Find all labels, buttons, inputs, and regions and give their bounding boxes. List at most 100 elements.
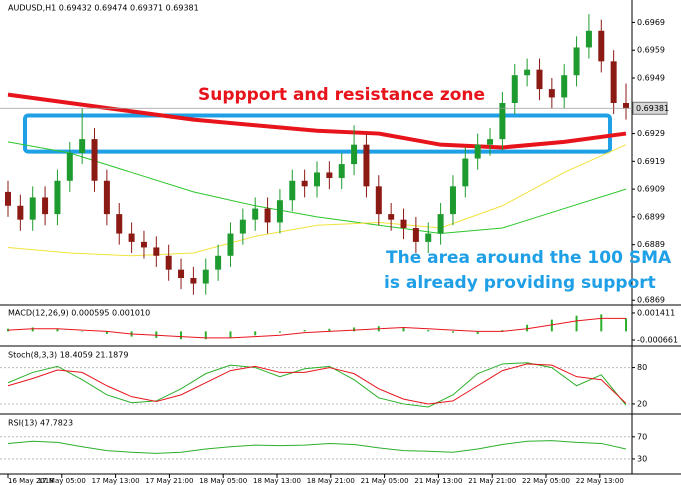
candle-body [511, 75, 518, 103]
y-tick-label: 0.001411 [637, 308, 675, 317]
y-tick-label: 0.6869 [637, 296, 665, 305]
candle-body [116, 214, 123, 234]
macd-bar [278, 331, 281, 333]
candle-body [264, 208, 271, 223]
candle-body [79, 139, 86, 153]
x-tick-label: 21 May 05:00 [361, 477, 409, 485]
candle-body [623, 103, 629, 109]
indicator-line [7, 440, 627, 454]
y-tick-label: 70 [637, 432, 647, 441]
candle-body [487, 139, 494, 145]
candle-body [276, 200, 283, 223]
y-tick-label: 0.6969 [637, 18, 665, 27]
candle-body [5, 191, 11, 206]
candle-body [375, 186, 382, 215]
candle-body [412, 228, 419, 242]
last-price-label: 0.69381 [636, 104, 669, 113]
candle-body [29, 197, 36, 220]
macd-bar [451, 331, 454, 333]
annotation: The area around the 100 SMA [386, 248, 672, 268]
candle-body [153, 247, 160, 256]
y-tick-label: 0.6889 [637, 240, 665, 249]
macd-bar [353, 327, 356, 332]
candle-body [598, 30, 605, 62]
y-tick-label: 0.6929 [637, 129, 665, 138]
y-tick-label: -0.000661 [637, 336, 678, 345]
x-tick-label: 17 May 21:00 [145, 477, 193, 485]
macd-bar [81, 331, 84, 332]
candle-body [585, 30, 592, 48]
macd-bar [303, 330, 306, 332]
macd-bar [402, 327, 405, 332]
signal-line [7, 317, 626, 339]
y-tick-label: 0.6949 [637, 74, 665, 83]
x-tick-label: 21 May 21:00 [468, 477, 516, 485]
annotation: is already providing support [384, 273, 656, 293]
y-tick-label: 0.6909 [637, 185, 665, 194]
candle-body [252, 208, 259, 220]
candle-body [178, 269, 185, 278]
candle-body [66, 153, 73, 181]
candle-body [301, 180, 308, 187]
candle-body [17, 205, 24, 220]
candle-body [140, 241, 147, 248]
macd-bar [56, 328, 59, 332]
candle-body [326, 172, 333, 178]
candle-body [190, 278, 197, 284]
candle-body [215, 255, 222, 270]
candle-body [165, 255, 172, 270]
candle-body [462, 158, 469, 187]
macd-bar [155, 331, 158, 338]
candle-body [239, 219, 246, 234]
candle-body [128, 233, 135, 242]
candle-body [103, 180, 110, 215]
candle-body [536, 69, 543, 90]
y-tick-label: 80 [637, 363, 647, 372]
macd-bar [526, 324, 529, 332]
y-tick-label: 30 [637, 454, 647, 463]
y-tick-label: 20 [637, 399, 647, 408]
x-tick-label: 16 May 2018 [8, 477, 54, 485]
x-tick-label: 18 May 05:00 [199, 477, 247, 485]
macd-bar [229, 331, 232, 338]
candle-body [388, 214, 395, 220]
macd-bar [254, 331, 257, 336]
macd-bar [600, 314, 603, 332]
panel-title: MACD(12,26,9) 0.000595 0.001010 [8, 309, 150, 318]
y-tick-label: 0.6959 [637, 46, 665, 55]
moving-average [7, 144, 627, 257]
x-tick-label: 21 May 13:00 [414, 477, 462, 485]
panel-title: RSI(13) 47.7823 [8, 419, 73, 428]
candle-body [363, 144, 370, 187]
candle-body [351, 144, 358, 165]
x-tick-label: 17 May 05:00 [38, 477, 86, 485]
macd-bar [501, 330, 504, 332]
panel-title: AUDUSD,H1 0.69432 0.69474 0.69371 0.6938… [8, 4, 199, 13]
candle-body [202, 269, 209, 284]
macd-bar [625, 318, 627, 332]
candle-body [573, 47, 580, 76]
candle-body [289, 180, 296, 201]
macd-bar [105, 331, 108, 334]
candle-body [338, 164, 345, 178]
candle-body [561, 75, 568, 98]
candle-body [54, 180, 61, 215]
panel-title: Stoch(8,3,3) 18.4059 21.1879 [8, 351, 128, 360]
last-price-box [632, 101, 668, 115]
indicator-line [7, 363, 627, 405]
y-tick-label: 0.6899 [637, 212, 665, 221]
y-tick-label: 0.6919 [637, 157, 665, 166]
macd-bar [427, 330, 430, 332]
candle-body [227, 233, 234, 256]
candle-body [524, 69, 531, 76]
annotation: Suppport and resistance zone [198, 85, 485, 105]
macd-bar [31, 327, 34, 332]
candle-body [449, 186, 456, 215]
x-tick-label: 18 May 21:00 [307, 477, 355, 485]
macd-bar [180, 331, 183, 340]
macd-bar [550, 319, 553, 332]
macd-bar [204, 331, 207, 340]
macd-bar [575, 315, 578, 332]
indicator-line [7, 362, 627, 408]
